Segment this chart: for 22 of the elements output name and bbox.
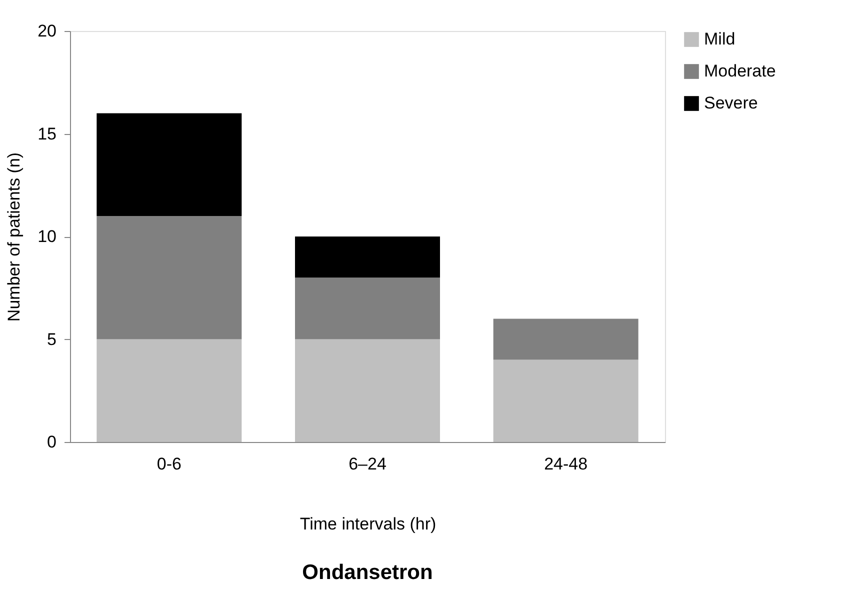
bar bbox=[96, 216, 242, 340]
bar bbox=[295, 278, 440, 340]
legend-label: Mild bbox=[704, 30, 736, 48]
y-tick-label: 0 bbox=[47, 432, 56, 452]
y-tick-label: 10 bbox=[38, 227, 56, 246]
x-tick-label: 6–24 bbox=[348, 454, 386, 474]
y-axis-title: Number of patients (n) bbox=[4, 152, 24, 322]
bar bbox=[493, 360, 638, 442]
legend-label: Severe bbox=[704, 94, 758, 112]
bar bbox=[295, 339, 440, 442]
bar bbox=[96, 339, 242, 442]
x-tick-label: 0-6 bbox=[156, 454, 182, 474]
x-tick-label: 24-48 bbox=[544, 454, 588, 474]
x-axis-title: Time intervals (hr) bbox=[300, 514, 436, 534]
text: Ondansetron bbox=[302, 561, 433, 584]
y-tick-label: 5 bbox=[47, 330, 56, 349]
bar bbox=[493, 318, 638, 360]
legend-label: Moderate bbox=[704, 62, 776, 80]
bar bbox=[96, 113, 242, 216]
y-tick-label: 20 bbox=[38, 22, 56, 40]
bar bbox=[295, 236, 440, 278]
y-tick-label: 15 bbox=[38, 124, 56, 144]
